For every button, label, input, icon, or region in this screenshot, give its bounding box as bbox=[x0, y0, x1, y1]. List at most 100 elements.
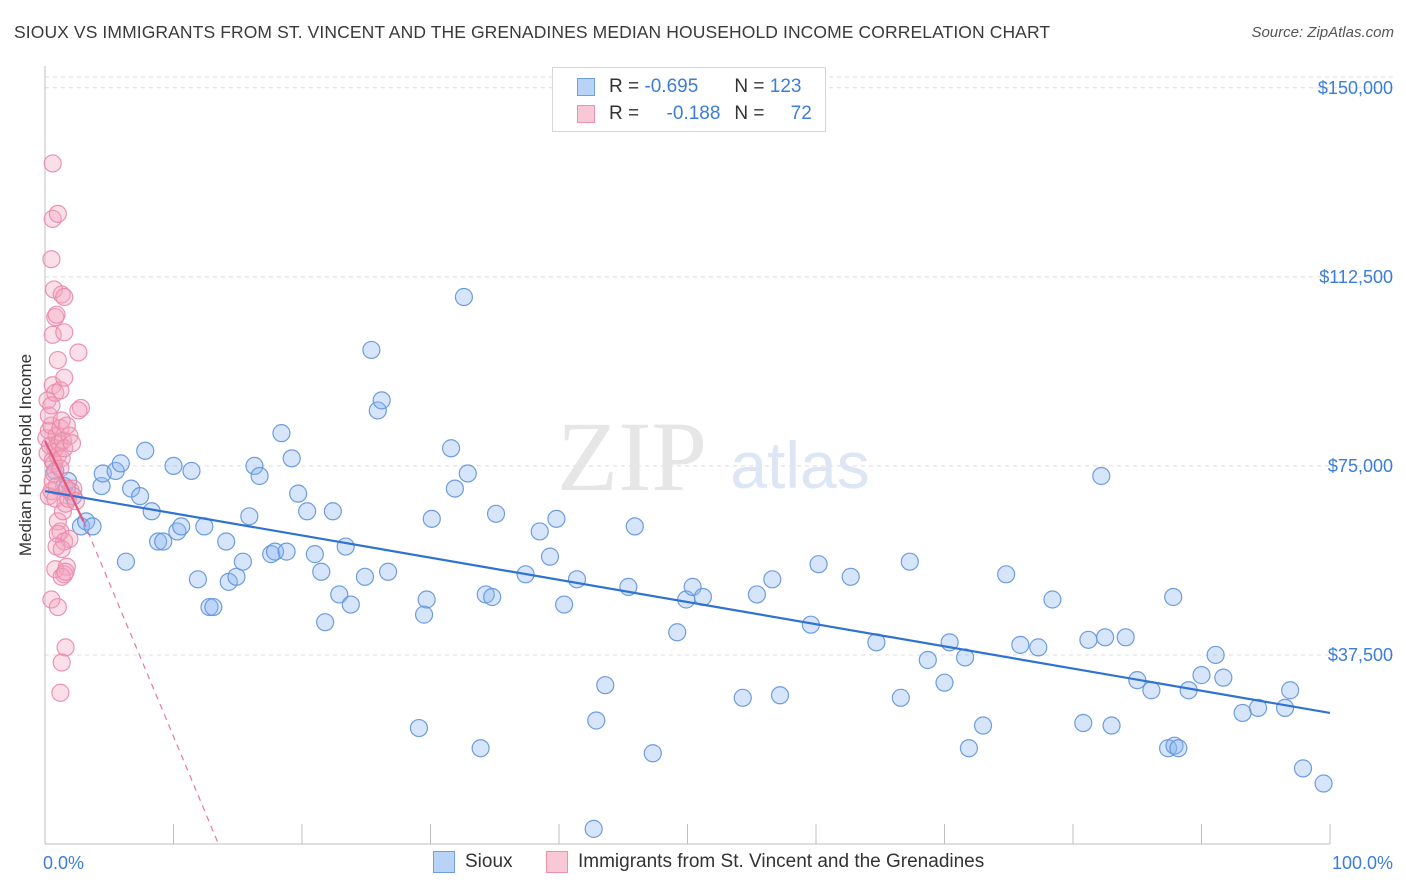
legend-row-sioux: R = -0.695 N = 123 bbox=[553, 73, 801, 101]
data-point bbox=[1096, 628, 1115, 647]
y-tick-label: $112,500 bbox=[1319, 267, 1393, 287]
data-point bbox=[52, 653, 71, 672]
data-point bbox=[323, 502, 342, 521]
data-point bbox=[372, 391, 391, 410]
trend-lines bbox=[44, 440, 1331, 845]
data-point bbox=[42, 590, 61, 609]
data-point bbox=[747, 585, 766, 604]
data-point bbox=[148, 532, 168, 551]
data-point bbox=[1074, 713, 1093, 733]
data-point bbox=[154, 532, 173, 551]
x-tick-label: 100.0% bbox=[1332, 853, 1393, 873]
data-point bbox=[997, 565, 1016, 584]
data-point bbox=[1206, 645, 1225, 665]
data-point bbox=[52, 411, 71, 430]
data-point bbox=[56, 638, 75, 657]
data-point bbox=[83, 517, 102, 536]
data-point bbox=[368, 401, 387, 420]
data-point bbox=[1192, 666, 1211, 685]
watermark-zip: ZIP bbox=[557, 401, 707, 512]
data-point bbox=[625, 517, 644, 536]
axes bbox=[44, 66, 1331, 845]
data-point bbox=[272, 424, 291, 443]
data-point bbox=[136, 441, 155, 460]
data-point bbox=[973, 716, 993, 735]
data-point bbox=[227, 567, 246, 586]
data-point bbox=[547, 509, 566, 528]
data-point bbox=[567, 570, 587, 589]
data-point bbox=[172, 517, 191, 536]
data-point bbox=[770, 686, 790, 705]
data-point bbox=[417, 590, 436, 609]
legend-n-label: N = bbox=[734, 76, 765, 97]
data-point bbox=[555, 595, 574, 614]
data-point bbox=[1169, 739, 1188, 758]
x-tick-label: 0.0% bbox=[43, 853, 84, 873]
data-point bbox=[316, 613, 335, 632]
data-point bbox=[445, 479, 465, 498]
legend-row-immigrants: R = -0.188 N = 72 bbox=[553, 100, 812, 128]
data-point bbox=[596, 676, 615, 695]
legend-label-sioux: Sioux bbox=[465, 851, 513, 872]
watermark: ZIP atlas bbox=[557, 401, 870, 512]
data-point bbox=[233, 552, 252, 571]
data-point bbox=[891, 688, 910, 707]
data-point bbox=[55, 323, 74, 342]
data-point bbox=[935, 673, 954, 692]
data-point bbox=[454, 287, 474, 307]
data-point bbox=[48, 204, 67, 223]
trend-line-immigrants bbox=[44, 440, 85, 522]
data-point bbox=[298, 502, 317, 521]
data-point bbox=[584, 819, 603, 838]
data-point bbox=[52, 539, 71, 559]
data-point bbox=[1275, 698, 1295, 717]
data-point bbox=[1116, 628, 1135, 647]
data-point bbox=[959, 739, 979, 758]
data-point bbox=[51, 683, 70, 702]
legend-r-value: -0.188 bbox=[666, 103, 721, 124]
tick-labels: $37,500 $75,000 $112,500 $150,000 0.0% 100.0% bbox=[43, 78, 1393, 873]
data-point bbox=[900, 552, 919, 571]
data-point bbox=[841, 567, 860, 586]
legend-swatch-immigrants bbox=[577, 105, 595, 123]
legend-r-value: -0.695 bbox=[644, 76, 699, 97]
series-sioux bbox=[46, 287, 1333, 838]
chart-title: SIOUX VS IMMIGRANTS FROM ST. VINCENT AND… bbox=[14, 22, 1051, 42]
y-tick-label: $37,500 bbox=[1328, 645, 1393, 665]
data-point bbox=[164, 456, 183, 476]
legend-swatch-sioux bbox=[433, 851, 455, 873]
data-point bbox=[809, 555, 828, 574]
data-point bbox=[182, 461, 201, 481]
data-point bbox=[341, 595, 360, 614]
data-point bbox=[282, 449, 301, 468]
y-tick-label: $150,000 bbox=[1318, 78, 1393, 98]
data-point bbox=[69, 343, 88, 362]
series-immigrants-st-vincent bbox=[37, 154, 91, 702]
data-point bbox=[42, 250, 61, 269]
data-point bbox=[57, 416, 76, 435]
data-point bbox=[188, 570, 208, 589]
data-point bbox=[48, 597, 67, 617]
data-point bbox=[483, 587, 502, 607]
data-point bbox=[289, 484, 308, 503]
data-point bbox=[111, 454, 130, 473]
data-point bbox=[471, 739, 490, 758]
data-point bbox=[362, 340, 381, 360]
source-credit: Source: ZipAtlas.com bbox=[1251, 24, 1394, 41]
legend-item-sioux: Sioux bbox=[433, 851, 513, 873]
data-point bbox=[48, 350, 67, 370]
data-point bbox=[414, 605, 434, 624]
data-point bbox=[378, 562, 398, 581]
correlation-legend: R = -0.695 N = 123 R = -0.188 N = 72 bbox=[552, 67, 826, 132]
data-point bbox=[69, 401, 88, 420]
legend-item-immigrants: Immigrants from St. Vincent and the Gren… bbox=[546, 851, 984, 873]
data-point bbox=[1142, 681, 1161, 700]
data-point bbox=[1011, 635, 1030, 654]
data-point bbox=[1233, 703, 1252, 723]
data-point bbox=[250, 466, 269, 486]
legend-r-label: R = bbox=[609, 103, 640, 124]
data-point bbox=[918, 650, 937, 670]
data-point bbox=[43, 209, 62, 228]
data-point bbox=[200, 597, 219, 617]
